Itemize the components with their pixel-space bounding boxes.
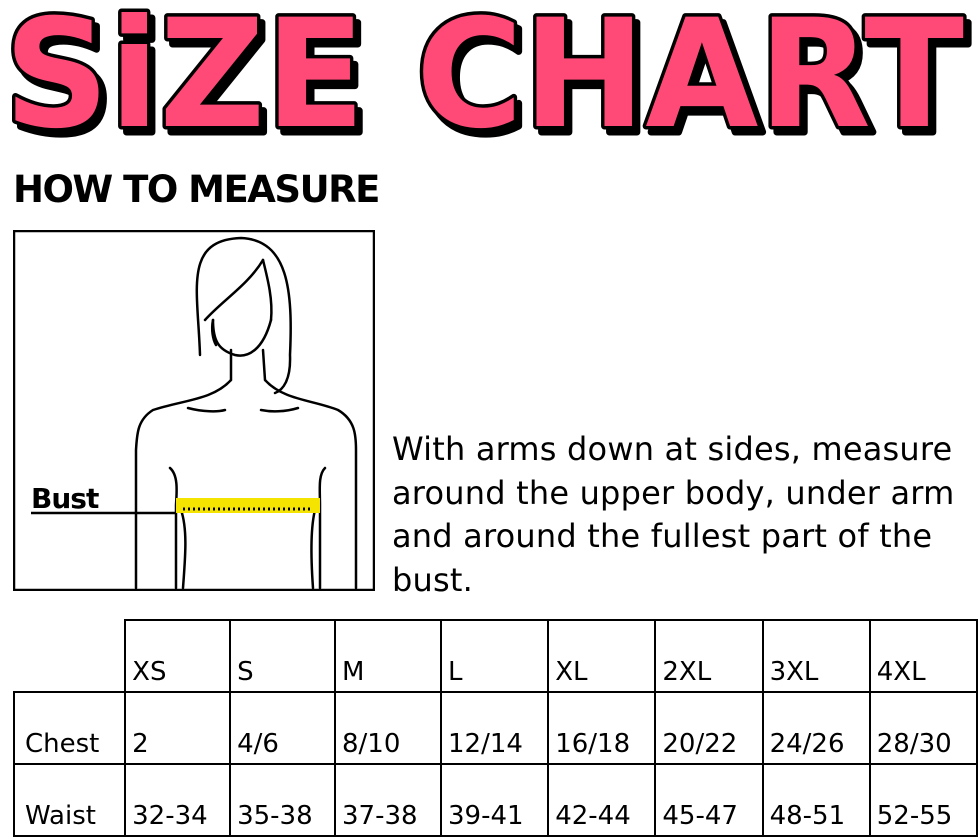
table-cell: 28/30 xyxy=(868,691,978,765)
table-header-row: XS S M L XL 2XL 3XL 4XL xyxy=(14,619,978,693)
table-cell: 16/18 xyxy=(547,691,657,765)
measuring-instructions: With arms down at sides, measure around … xyxy=(392,430,955,599)
table-cell: 20/22 xyxy=(654,691,764,765)
bust-label: Bust xyxy=(31,482,99,515)
table-row: Chest 2 4/6 8/10 12/14 16/18 20/22 24/26… xyxy=(12,691,978,765)
table-cell: 42-44 xyxy=(547,763,657,837)
table-cell: 12/14 xyxy=(440,691,550,765)
size-header: 3XL xyxy=(761,619,871,693)
table-cell: 48-51 xyxy=(761,763,871,837)
title-text: SiZE CHART xyxy=(4,0,964,162)
measurement-illustration: Bust xyxy=(13,230,375,591)
size-header: XS xyxy=(124,619,232,693)
table-cell: 35-38 xyxy=(229,763,336,837)
size-table: XS S M L XL 2XL 3XL 4XL Chest 2 4/6 8/10… xyxy=(12,619,978,837)
measuring-tape xyxy=(176,498,320,513)
size-chart-title: SiZE CHART xyxy=(1,0,968,166)
size-header: XL xyxy=(547,619,657,693)
size-header: L xyxy=(440,619,550,693)
size-header: M xyxy=(333,619,443,693)
table-corner xyxy=(14,620,126,693)
size-header: 4XL xyxy=(868,619,978,693)
how-to-measure-heading: HOW TO MEASURE xyxy=(13,168,380,211)
table-cell: 45-47 xyxy=(654,763,764,837)
size-header: 2XL xyxy=(654,619,764,693)
table-cell: 4/6 xyxy=(229,691,336,765)
table-cell: 24/26 xyxy=(761,691,871,765)
row-label: Waist xyxy=(12,763,127,837)
table-cell: 52-55 xyxy=(868,763,978,837)
table-cell: 8/10 xyxy=(333,691,443,765)
table-cell: 39-41 xyxy=(440,763,550,837)
row-label: Chest xyxy=(12,691,127,765)
table-row: Waist 32-34 35-38 37-38 39-41 42-44 45-4… xyxy=(12,763,978,837)
table-cell: 37-38 xyxy=(333,763,443,837)
table-cell: 2 xyxy=(124,691,232,765)
size-header: S xyxy=(229,619,336,693)
table-cell: 32-34 xyxy=(124,763,232,837)
